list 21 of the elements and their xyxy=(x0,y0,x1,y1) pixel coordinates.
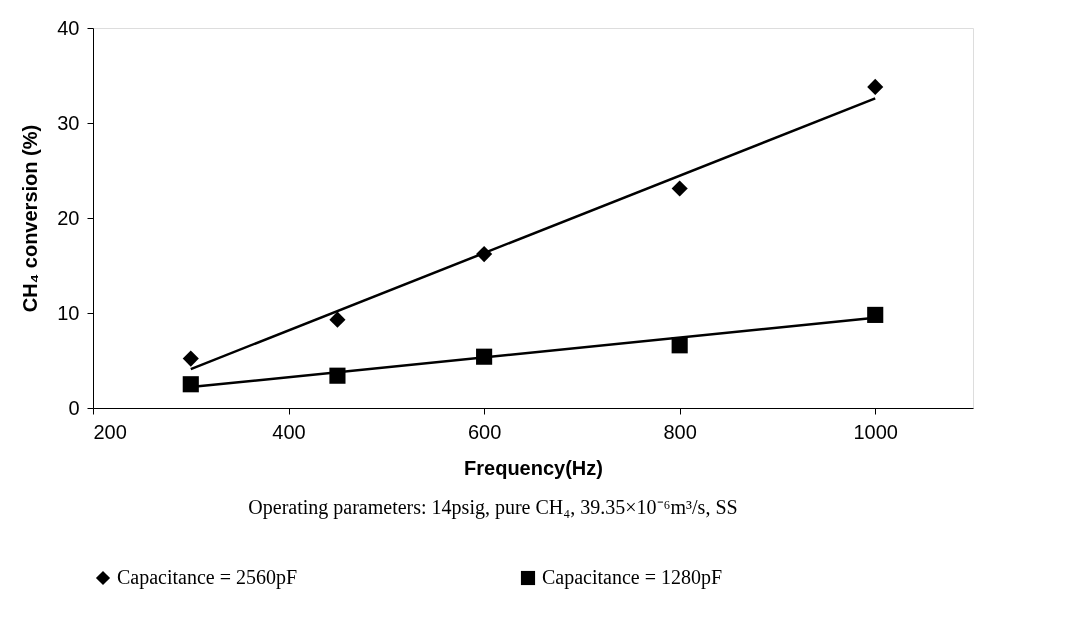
y-tick-label: 20 xyxy=(57,206,80,229)
point xyxy=(182,376,199,393)
x-tick-label: 600 xyxy=(467,420,502,443)
x-tick-label: 400 xyxy=(272,420,306,443)
point xyxy=(867,306,884,323)
y-tick-label: 10 xyxy=(57,301,80,324)
point xyxy=(182,350,199,367)
point xyxy=(671,180,688,197)
legend-label: Capacitance = 1280pF xyxy=(542,566,723,589)
point xyxy=(867,78,884,95)
x-tick-label: 1000 xyxy=(853,420,898,443)
text: Operating parameters: 14psig, pure CH₄, 39.35×10⁻⁶m³/s, SS xyxy=(248,496,738,519)
x-axis-title: Frequency(Hz) xyxy=(464,456,603,479)
legend-label: Capacitance = 2560pF xyxy=(117,566,298,589)
y-axis-title: CH₄ conversion (%) xyxy=(19,124,42,313)
y-tick-label: 30 xyxy=(57,111,80,134)
y-tick-label: 40 xyxy=(57,16,80,39)
x-tick-label: 200 xyxy=(93,420,127,443)
y-tick-label: 0 xyxy=(68,396,80,419)
x-tick-label: 800 xyxy=(663,420,697,443)
point xyxy=(329,311,346,328)
